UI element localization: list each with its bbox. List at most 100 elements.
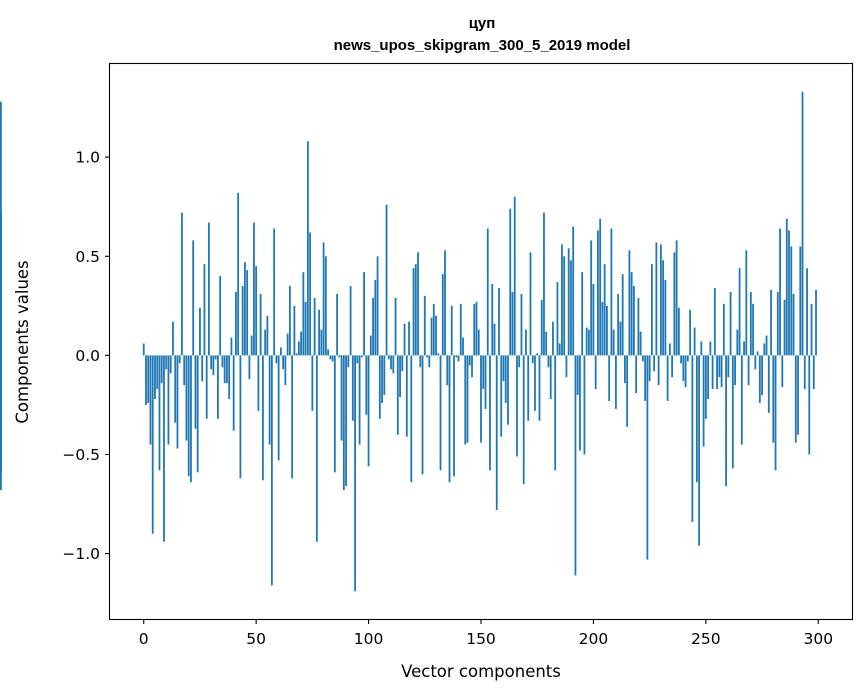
bar-206 xyxy=(606,305,608,356)
x-axis-ticks: 0 50 100 150 200 250 300 xyxy=(139,619,833,648)
bar-289 xyxy=(792,293,795,356)
bar-219 xyxy=(635,355,638,394)
bar-222 xyxy=(641,355,644,362)
bar-123 xyxy=(419,355,422,368)
bar-252 xyxy=(709,341,712,356)
bar-185 xyxy=(558,343,561,356)
bar-171 xyxy=(527,355,530,421)
bar-142 xyxy=(462,337,464,356)
bar-27 xyxy=(203,264,206,356)
bar-4 xyxy=(151,355,154,534)
bar-99 xyxy=(365,355,368,415)
bar-187 xyxy=(563,256,566,356)
bar-249 xyxy=(702,355,705,447)
bar-177 xyxy=(540,299,543,356)
y-tick-label: 0.0 xyxy=(75,347,100,365)
bar-41 xyxy=(235,291,237,356)
bar-290 xyxy=(794,355,797,443)
x-axis-label: Vector components xyxy=(401,662,561,681)
bar-95 xyxy=(356,355,359,364)
bar-298 xyxy=(812,355,815,390)
bar-undefined xyxy=(0,355,2,467)
bar-236 xyxy=(673,252,676,356)
bar-45 xyxy=(244,262,246,356)
bar-73 xyxy=(306,141,309,356)
bar-231 xyxy=(662,260,665,356)
bar-257 xyxy=(720,355,723,388)
bar-282 xyxy=(776,291,779,356)
bar-193 xyxy=(576,355,579,396)
bar-49 xyxy=(253,222,255,356)
bar-77 xyxy=(315,355,318,542)
bar-203 xyxy=(599,218,602,356)
bar-223 xyxy=(644,355,647,401)
bar-116 xyxy=(403,323,406,356)
bar-37 xyxy=(226,355,228,384)
bar-287 xyxy=(788,230,790,356)
bar-31 xyxy=(212,355,215,376)
bar-35 xyxy=(221,355,224,368)
bar-125 xyxy=(423,295,426,356)
bar-11 xyxy=(167,355,170,445)
bar-19 xyxy=(185,355,188,441)
bar-39 xyxy=(230,337,233,356)
bar-128 xyxy=(430,317,433,356)
bar-136 xyxy=(448,355,451,483)
bar-189 xyxy=(567,248,570,356)
bar-293 xyxy=(801,91,804,356)
bar-158 xyxy=(498,287,500,356)
y-tick-label: 1.0 xyxy=(75,149,100,167)
bar-233 xyxy=(666,355,669,401)
bar-168 xyxy=(520,293,523,356)
bar-5 xyxy=(154,355,156,399)
bar-120 xyxy=(412,268,415,356)
bar-10 xyxy=(165,355,168,370)
bar-93 xyxy=(351,355,354,421)
bar-135 xyxy=(446,355,449,386)
bar-15 xyxy=(176,355,179,449)
bar-106 xyxy=(381,355,383,403)
bar-245 xyxy=(693,327,696,356)
bar-191 xyxy=(572,226,575,356)
bar-297 xyxy=(810,303,813,356)
bar-182 xyxy=(552,321,554,356)
bar-140 xyxy=(457,355,460,362)
bar-251 xyxy=(707,355,709,399)
bar-138 xyxy=(453,355,455,477)
bar-254 xyxy=(713,287,716,356)
bar-83 xyxy=(329,355,332,360)
bar-22 xyxy=(192,240,195,356)
y-tick-label: 0.5 xyxy=(75,248,100,266)
bar-279 xyxy=(770,289,772,356)
bar-208 xyxy=(610,228,613,356)
bar-224 xyxy=(646,355,649,560)
bar-108 xyxy=(385,204,388,356)
bar-186 xyxy=(561,244,563,356)
bar-288 xyxy=(790,246,793,356)
bar-43 xyxy=(239,355,242,479)
bar-163 xyxy=(509,208,512,356)
bar-9 xyxy=(163,355,165,542)
bar-204 xyxy=(601,301,604,356)
bar-216 xyxy=(628,250,631,356)
bar-90 xyxy=(345,355,347,487)
bar-133 xyxy=(441,274,444,356)
bar-110 xyxy=(390,355,392,370)
bar-66 xyxy=(291,355,294,479)
bar-13 xyxy=(172,321,174,356)
bar-61 xyxy=(279,347,282,356)
bar-218 xyxy=(633,286,635,356)
bar-243 xyxy=(689,309,692,356)
bar-172 xyxy=(529,252,532,356)
bar-199 xyxy=(590,240,593,356)
bar-241 xyxy=(684,355,687,388)
bar-264 xyxy=(736,329,739,356)
bar-148 xyxy=(475,301,478,356)
x-tick-label: 100 xyxy=(354,630,384,648)
bar-151 xyxy=(482,355,485,390)
bar-117 xyxy=(405,355,408,437)
bar-174 xyxy=(534,355,536,411)
bar-230 xyxy=(659,244,662,356)
bar-235 xyxy=(671,355,674,378)
bar-220 xyxy=(637,297,640,356)
